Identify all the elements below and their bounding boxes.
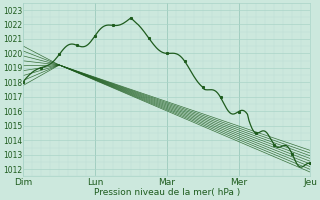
X-axis label: Pression niveau de la mer( hPa ): Pression niveau de la mer( hPa ) (94, 188, 240, 197)
